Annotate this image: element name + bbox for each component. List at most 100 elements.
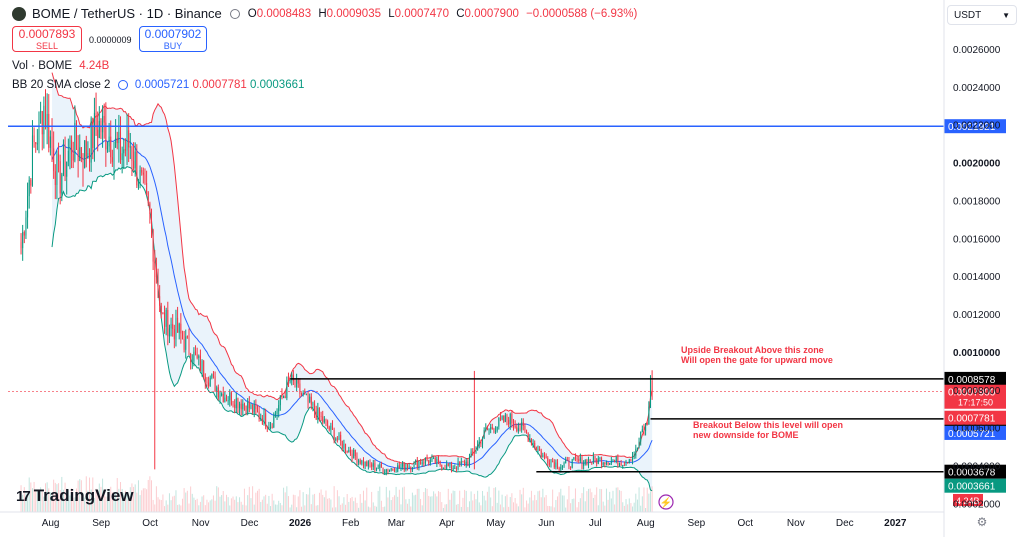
price-label-text: 0.0007781 [948,414,996,425]
candle-body [62,146,64,175]
volume-bar [263,496,265,512]
candle-body [428,460,430,464]
candle-body [43,105,45,135]
volume-bar [504,496,506,512]
volume-bar [594,494,596,512]
symbol-title[interactable]: BOME / TetherUS · 1D · Binance [32,6,222,21]
candle-body [204,376,206,382]
volume-bar [317,505,319,512]
candle-body [286,380,288,399]
candle-body [578,459,580,461]
candle-body [198,355,200,358]
volume-bar [346,494,348,512]
spread-value: 0.0000009 [89,35,132,45]
candle-body [273,415,275,428]
volume-bar [278,500,280,512]
candle-body [111,157,113,163]
volume-bar [470,491,472,512]
volume-bar [444,504,446,512]
price-tag-label: 0.0021921 [948,122,996,133]
candle-body [620,462,622,466]
volume-bar [615,487,617,512]
candle-body [645,423,647,431]
volume-bar [539,490,541,512]
volume-bar [426,488,428,512]
volume-bar [227,497,229,512]
candle-body [615,456,617,461]
candle-body [424,457,426,464]
candle-body [648,406,650,425]
y-tick-label: 0.0016000 [953,234,1001,245]
candle-body [506,414,508,421]
candle-body [144,174,146,183]
buy-button[interactable]: 0.0007902 BUY [139,26,207,52]
candle-body [22,232,24,249]
volume-bar [261,499,263,512]
volume-bar [332,507,334,512]
candle-body [464,461,466,466]
candle-body [318,407,320,416]
candle-body [336,438,338,440]
volume-bar [410,506,412,512]
candle-body [451,462,453,470]
volume-bar [467,507,469,512]
candle-body [49,136,51,148]
volume-bar [451,493,453,512]
y-tick-label: 0.0006000 [953,424,1001,435]
candle-body [566,459,568,461]
candle-body [165,309,167,327]
event-lightning-icon[interactable] [658,494,674,510]
volume-bar [534,494,536,512]
candle-body [571,459,573,468]
visibility-eye-icon[interactable] [117,80,128,90]
volume-bar [472,500,474,512]
candle-body [79,147,81,161]
x-tick-label: Feb [342,518,360,529]
currency-selector[interactable]: USDT ▼ [947,5,1017,25]
volume-bar [588,488,590,512]
volume-legend[interactable]: Vol · BOME 4.24B [12,60,110,72]
volume-bar [550,506,552,512]
candle-body [314,403,316,412]
candle-body [61,174,63,194]
candle-body [488,429,490,431]
candle-body [421,462,423,464]
candle-body [522,422,524,426]
sell-button[interactable]: 0.0007893 SELL [12,26,82,52]
volume-bar [198,505,200,512]
volume-bar [358,507,360,512]
y-tick-label: 0.0008000 [953,386,1001,397]
volume-bar [641,496,643,512]
volume-bar [516,503,518,512]
candle-body [423,462,425,464]
volume-bar [56,484,58,512]
candle-body [38,112,40,144]
candle-body [281,395,283,399]
candle-body [167,309,169,337]
volume-bar [513,502,515,512]
bollinger-legend[interactable]: BB 20 SMA close 2 0.0005721 0.0007781 0.… [12,79,305,91]
volume-bar [79,479,81,512]
candle-body [470,451,472,457]
price-label-box [944,384,1006,409]
candle-body [563,462,565,466]
candle-body [123,149,125,154]
volume-bar [330,499,332,512]
candle-body [434,458,436,464]
candle-body [361,460,363,464]
candle-body [429,460,431,464]
candle-body [403,463,405,470]
candle-body [124,149,126,151]
candle-body [199,355,201,372]
volume-bar [599,488,601,512]
candle-body [511,413,513,424]
candle-body [296,379,298,388]
volume-bar [90,489,92,512]
settings-gear-icon[interactable]: ⚙ [977,515,988,529]
volume-bar [609,491,611,512]
candle-body [209,377,211,386]
volume-bar [80,480,82,512]
candle-body [547,458,549,463]
candle-body [45,105,47,128]
